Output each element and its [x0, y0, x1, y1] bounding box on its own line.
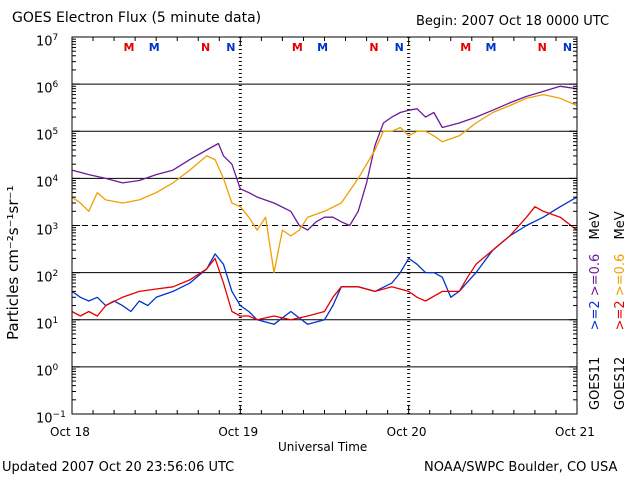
legend-goes12-2mev: >=2	[613, 300, 628, 331]
y-tick-label: 105	[36, 127, 59, 144]
x-tick-label: Oct 19	[218, 425, 259, 439]
satellite-marker: N	[369, 41, 379, 54]
x-tick-label: Oct 20	[386, 425, 427, 439]
chart-title: GOES Electron Flux (5 minute data)	[12, 10, 262, 26]
satellite-marker: N	[537, 41, 547, 54]
updated-time: Updated 2007 Oct 20 23:56:06 UTC	[2, 460, 235, 475]
series-line-1	[71, 93, 578, 274]
legend-goes12-06mev: >=0.6	[613, 253, 628, 297]
y-axis-title: Particles cm⁻²s⁻¹sr⁻¹	[4, 185, 22, 340]
horizontal-gridlines	[72, 83, 577, 368]
legend-goes12: GOES12 >=2 >=0.6 MeV	[613, 211, 628, 410]
y-tick-label: 103	[36, 221, 59, 238]
satellite-marker: M	[460, 41, 472, 54]
credit: NOAA/SWPC Boulder, CO USA	[424, 460, 618, 475]
series-line-3	[71, 206, 578, 321]
y-tick-label: 101	[36, 315, 59, 333]
day-boundary-lines	[238, 37, 411, 414]
y-tick-label: 104	[36, 174, 59, 191]
satellite-marker: N	[394, 41, 404, 54]
legend-goes11-2mev: >=2	[588, 300, 603, 331]
legend-goes11-06mev: >=0.6	[588, 253, 603, 297]
legend-goes11: GOES11 >=2 >=0.6 MeV	[588, 211, 603, 410]
legend-goes12-prefix: GOES12	[613, 356, 628, 410]
legend-goes11-unit: MeV	[588, 211, 603, 240]
y-tick-label: 102	[36, 268, 59, 285]
series-line-2	[71, 196, 578, 325]
satellite-marker: N	[562, 41, 573, 54]
y-tick-label: 100	[36, 362, 59, 380]
y-tick-label: 10−1	[36, 410, 66, 427]
series-layer	[71, 85, 578, 325]
x-tick-label: Oct 21	[555, 425, 595, 439]
begin-time: Begin: 2007 Oct 18 0000 UTC	[416, 14, 610, 29]
satellite-marker: M	[148, 41, 160, 54]
satellite-marker: M	[317, 41, 329, 54]
legend-goes11-prefix: GOES11	[588, 356, 603, 410]
satellite-marker: N	[226, 41, 236, 54]
satellite-marker: M	[485, 41, 497, 54]
legend-goes12-unit: MeV	[613, 211, 628, 240]
satellite-marker: N	[200, 41, 211, 54]
axis-ticks	[71, 36, 578, 415]
y-tick-label: 106	[36, 80, 59, 97]
satellite-marker: M	[123, 41, 135, 54]
x-axis-title: Universal Time	[278, 440, 368, 454]
x-tick-label: Oct 18	[50, 425, 90, 439]
y-tick-label: 107	[36, 33, 59, 50]
series-line-0	[71, 85, 578, 231]
satellite-marker: M	[291, 41, 303, 54]
